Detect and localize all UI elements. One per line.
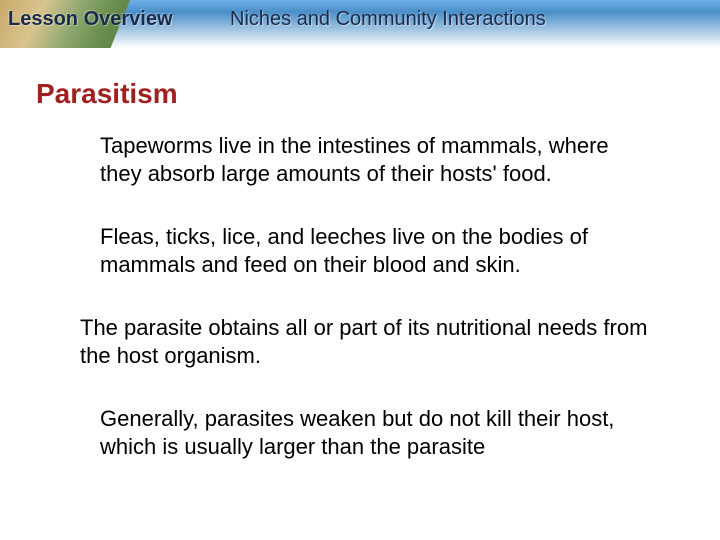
paragraph-3: The parasite obtains all or part of its … (80, 314, 650, 369)
paragraph-1: Tapeworms live in the intestines of mamm… (100, 132, 640, 187)
paragraph-2: Fleas, ticks, lice, and leeches live on … (100, 223, 640, 278)
section-title: Parasitism (36, 78, 690, 110)
header-title: Niches and Community Interactions (230, 8, 546, 31)
slide-header: Lesson Overview Niches and Community Int… (0, 0, 720, 48)
paragraph-4: Generally, parasites weaken but do not k… (100, 405, 640, 460)
lesson-overview-label: Lesson Overview (8, 8, 173, 31)
slide-content: Parasitism Tapeworms live in the intesti… (0, 48, 720, 460)
